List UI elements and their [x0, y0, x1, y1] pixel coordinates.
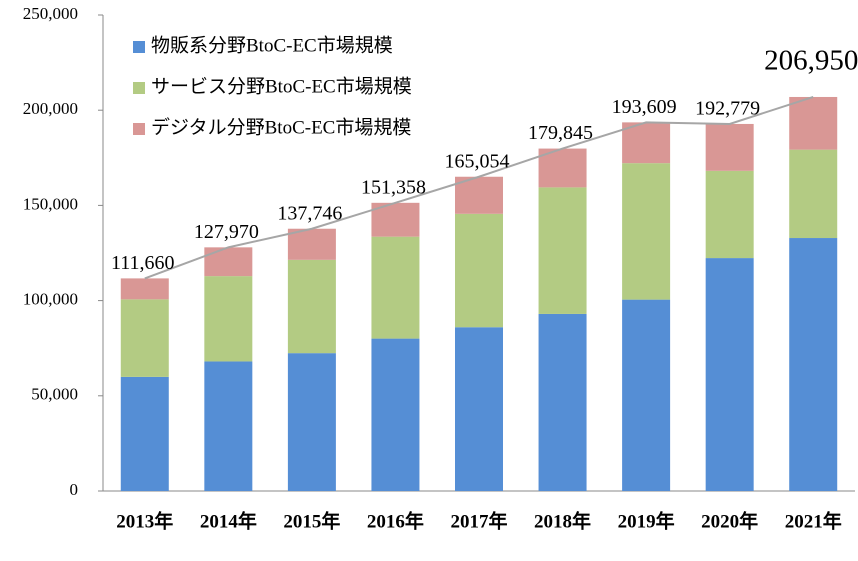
x-tick-label: 2015年: [283, 509, 340, 532]
bar: [455, 176, 503, 214]
bar: [120, 278, 169, 300]
bar: [287, 353, 336, 491]
total-label: 151,358: [361, 176, 426, 198]
bar: [789, 96, 838, 150]
bar: [538, 313, 587, 491]
x-tick-label: 2021年: [785, 509, 842, 532]
y-tick-label: 0: [70, 480, 79, 499]
bar: [538, 148, 587, 188]
bar: [622, 122, 671, 164]
total-label: 127,970: [194, 221, 259, 243]
bar: [705, 170, 754, 259]
x-tick-label: 2016年: [367, 509, 424, 532]
bar: [455, 213, 503, 328]
bar: [287, 259, 336, 354]
bar: [371, 236, 420, 339]
bar: [705, 258, 754, 491]
y-tick-label: 150,000: [23, 194, 78, 213]
legend-swatch: [133, 82, 145, 94]
total-label: 179,845: [528, 122, 593, 144]
bar: [204, 276, 253, 362]
bar: [204, 247, 253, 277]
total-label: 206,950: [764, 45, 858, 77]
y-tick-label: 50,000: [31, 385, 78, 404]
x-tick-label: 2019年: [618, 509, 675, 532]
bar: [705, 123, 754, 171]
bar: [622, 299, 671, 491]
bar: [789, 149, 838, 239]
x-tick-label: 2014年: [200, 509, 257, 532]
bar: [287, 228, 336, 260]
legend-label: サービス分野BtoC-EC市場規模: [151, 75, 412, 97]
total-label: 165,054: [445, 150, 510, 172]
x-tick-label: 2018年: [534, 509, 591, 532]
legend-label: 物販系分野BtoC-EC市場規模: [151, 34, 393, 56]
x-tick-label: 2017年: [450, 509, 507, 532]
total-line: [144, 96, 814, 280]
legend-label: デジタル分野BtoC-EC市場規模: [151, 116, 411, 138]
y-tick-label: 250,000: [23, 4, 78, 23]
bar: [120, 299, 169, 377]
x-tick-label: 2013年: [116, 509, 173, 532]
bar: [120, 376, 169, 491]
total-label: 192,779: [695, 98, 760, 120]
total-label: 193,609: [612, 96, 677, 118]
bar: [371, 338, 420, 491]
y-tick-label: 200,000: [23, 99, 78, 118]
x-tick-label: 2020年: [701, 509, 758, 532]
legend-swatch: [133, 123, 145, 135]
bar: [622, 163, 671, 300]
bar: [455, 327, 503, 491]
total-label: 137,746: [277, 202, 342, 224]
bar: [204, 361, 253, 491]
y-tick-label: 100,000: [23, 290, 78, 309]
total-label: 111,660: [111, 252, 175, 274]
bar: [789, 238, 838, 491]
bar: [538, 187, 587, 314]
legend-swatch: [133, 41, 145, 53]
